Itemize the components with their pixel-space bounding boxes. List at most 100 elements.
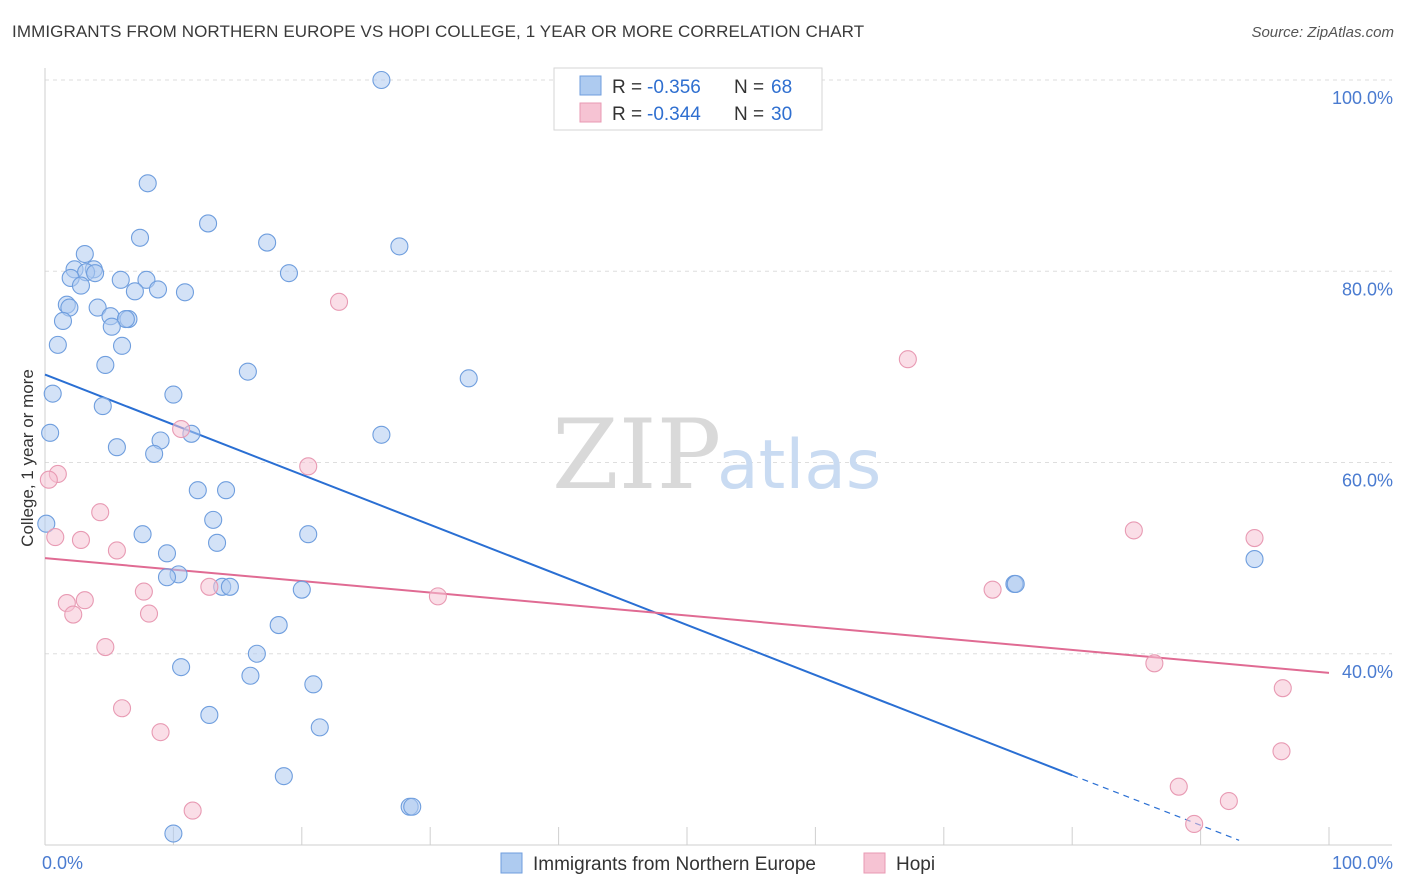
data-point-hopi <box>1169 777 1188 796</box>
data-point-hopi <box>134 582 153 601</box>
data-point-hopi <box>183 801 202 820</box>
trend-line <box>44 557 1330 674</box>
legend-r-value: -0.356 <box>647 77 701 98</box>
watermark-zip: ZIP <box>552 399 721 511</box>
data-point-northern-europe <box>148 280 168 299</box>
data-point-northern-europe <box>299 525 318 544</box>
legend-swatch-northern-europe <box>500 852 523 874</box>
data-point-northern-europe <box>175 283 195 302</box>
legend-label-northern-europe: Immigrants from Northern Europe <box>533 854 816 875</box>
data-point-hopi <box>71 530 91 550</box>
data-point-northern-europe <box>96 355 115 375</box>
y-tick-label: 100.0% <box>1332 88 1393 108</box>
data-point-northern-europe <box>1006 574 1025 593</box>
data-point-northern-europe <box>372 425 391 444</box>
data-point-northern-europe <box>220 577 239 596</box>
legend-swatch-hopi <box>863 852 886 874</box>
data-point-northern-europe <box>200 705 219 725</box>
legend-label-hopi: Hopi <box>896 854 935 875</box>
data-point-northern-europe <box>292 580 311 599</box>
data-point-northern-europe <box>116 310 135 329</box>
legend-n-label: N = <box>734 104 764 125</box>
data-point-hopi <box>898 350 917 369</box>
legend-swatch-northern-europe <box>579 75 602 96</box>
data-point-hopi <box>75 591 94 610</box>
y-tick-label: 60.0% <box>1342 471 1393 491</box>
source-label: Source: ZipAtlas.com <box>1251 24 1394 41</box>
data-point-hopi <box>329 292 349 311</box>
stats-legend: R = -0.356 N = 68 R = -0.344 N = 30 <box>553 67 823 131</box>
data-point-northern-europe <box>107 438 126 457</box>
data-point-hopi <box>91 503 110 522</box>
data-point-northern-europe <box>164 824 183 843</box>
data-point-northern-europe <box>130 228 150 247</box>
data-point-northern-europe <box>37 514 56 533</box>
legend-n-label: N = <box>734 77 764 98</box>
data-point-hopi <box>200 577 219 596</box>
data-point-hopi <box>1245 528 1264 548</box>
data-point-northern-europe <box>157 544 177 563</box>
data-point-northern-europe <box>86 264 105 283</box>
data-point-northern-europe <box>48 335 67 354</box>
legend-r-value: -0.344 <box>647 104 701 125</box>
data-point-hopi <box>112 699 132 718</box>
data-point-northern-europe <box>459 369 478 388</box>
data-point-northern-europe <box>43 384 62 403</box>
data-point-hopi <box>1124 521 1143 540</box>
y-tick-label: 80.0% <box>1342 279 1393 299</box>
data-point-northern-europe <box>241 666 260 685</box>
data-point-northern-europe <box>164 385 183 404</box>
data-point-hopi <box>1273 679 1292 698</box>
y-axis-label: College, 1 year or more <box>18 369 37 547</box>
data-point-northern-europe <box>247 644 266 663</box>
trend-line-extension <box>1071 774 1240 841</box>
legend-r-label: R = <box>612 77 642 98</box>
data-point-northern-europe <box>71 276 91 295</box>
data-point-hopi <box>1145 654 1164 673</box>
axes <box>44 68 1392 846</box>
data-point-hopi <box>1185 814 1204 834</box>
data-point-northern-europe <box>208 533 227 552</box>
watermark: ZIP atlas <box>552 399 881 511</box>
data-point-northern-europe <box>188 481 207 500</box>
data-point-northern-europe <box>238 362 257 381</box>
scatter-points <box>37 70 1292 843</box>
legend-n-value: 30 <box>771 104 792 125</box>
data-point-hopi <box>107 541 126 560</box>
legend-n-value: 68 <box>771 77 792 98</box>
data-point-northern-europe <box>88 298 107 317</box>
data-point-hopi <box>96 638 115 657</box>
y-tick-label: 40.0% <box>1342 662 1393 682</box>
data-point-hopi <box>1272 742 1291 761</box>
data-point-northern-europe <box>269 616 288 635</box>
data-point-northern-europe <box>53 311 73 331</box>
data-point-hopi <box>39 470 58 489</box>
data-point-northern-europe <box>157 568 177 587</box>
data-point-hopi <box>139 604 159 623</box>
data-point-northern-europe <box>41 423 60 442</box>
data-point-northern-europe <box>372 70 391 90</box>
data-point-hopi <box>151 723 170 742</box>
watermark-atlas: atlas <box>717 426 881 505</box>
legend-swatch-hopi <box>579 102 602 123</box>
data-point-northern-europe <box>279 264 299 283</box>
data-point-hopi <box>46 528 65 547</box>
x-tick-label: 100.0% <box>1332 853 1393 873</box>
data-point-northern-europe <box>111 270 130 289</box>
data-point-northern-europe <box>403 797 422 816</box>
data-point-hopi <box>1219 791 1238 811</box>
data-point-northern-europe <box>145 444 164 463</box>
data-point-northern-europe <box>199 214 218 233</box>
data-point-hopi <box>428 587 447 606</box>
data-point-hopi <box>299 457 318 476</box>
y-tick-labels: 100.0% 80.0% 60.0% 40.0% <box>1332 88 1393 682</box>
data-point-northern-europe <box>390 237 409 256</box>
data-point-northern-europe <box>112 336 132 355</box>
x-tick-labels: 0.0% 100.0% <box>42 853 1393 873</box>
series-legend: Immigrants from Northern Europe Hopi <box>500 852 935 875</box>
data-point-hopi <box>172 419 191 439</box>
data-point-northern-europe <box>125 282 144 301</box>
data-point-northern-europe <box>204 510 223 529</box>
chart-title: IMMIGRANTS FROM NORTHERN EUROPE VS HOPI … <box>12 22 865 41</box>
